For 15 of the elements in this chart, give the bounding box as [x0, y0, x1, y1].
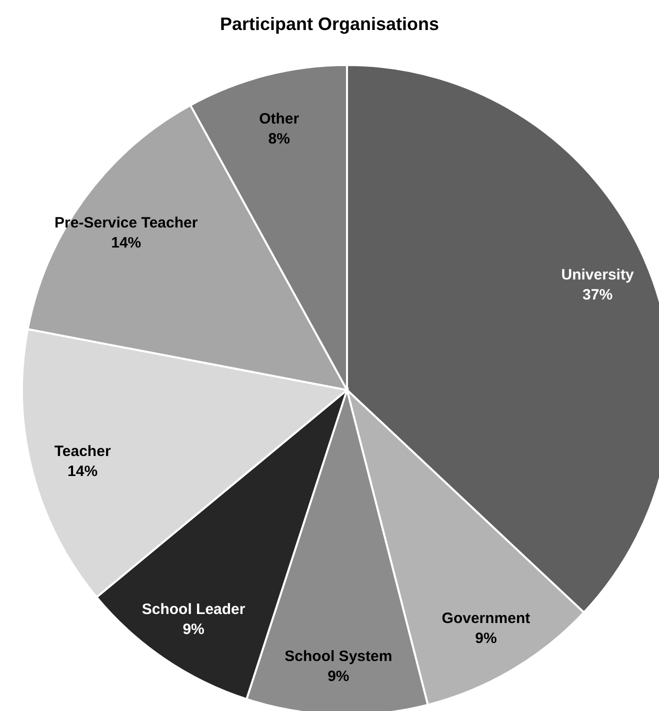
data-label: 8%: [268, 130, 290, 148]
slice-label: Other: [259, 110, 300, 128]
data-label: 9%: [328, 668, 350, 685]
slice-label: School System: [284, 648, 392, 665]
data-label: 14%: [111, 234, 142, 252]
data-label: 9%: [475, 630, 497, 647]
slice-label: Teacher: [54, 442, 111, 460]
slice-label: University: [561, 266, 634, 284]
slice-label: Pre-Service Teacher: [54, 214, 198, 232]
slice-label: School Leader: [142, 600, 246, 618]
data-label: 37%: [582, 286, 613, 304]
chart-title: Participant Organisations: [218, 14, 440, 35]
slice-label: Government: [442, 610, 530, 627]
data-label: 14%: [68, 462, 98, 480]
data-label: 9%: [182, 620, 204, 638]
